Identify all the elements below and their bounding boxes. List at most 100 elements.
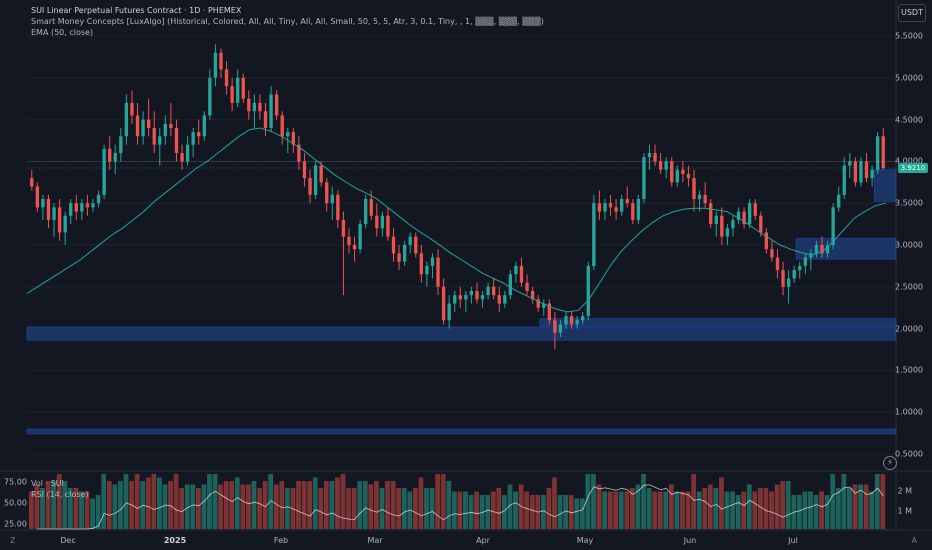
candle-body xyxy=(252,102,257,112)
volume-bar xyxy=(251,481,257,529)
candle-body xyxy=(41,199,45,208)
candle-body xyxy=(614,207,618,212)
volume-label[interactable]: Vol · SUI xyxy=(31,479,64,488)
volume-bar xyxy=(863,484,869,529)
candle-body xyxy=(670,161,674,183)
volume-bar xyxy=(374,481,379,529)
rsi-axis-label: 50.00 xyxy=(4,498,27,508)
candle-body xyxy=(653,153,657,162)
candle-body xyxy=(647,153,652,158)
volume-bar xyxy=(234,477,240,529)
indicator-label-smc[interactable]: Smart Money Concepts [LuxAlgo] (Historic… xyxy=(31,17,544,26)
chart-legend: SUI Linear Perpetual Futures Contract · … xyxy=(31,5,544,38)
indicator-label-ema[interactable]: EMA (50, close) xyxy=(31,28,94,37)
candle-body xyxy=(180,153,184,162)
candle-body xyxy=(191,132,195,145)
volume-bar xyxy=(73,488,79,529)
volume-bar xyxy=(156,477,162,529)
candle-body xyxy=(30,178,34,187)
candle-body xyxy=(169,123,173,128)
candle-body xyxy=(336,194,340,220)
candle-body xyxy=(425,265,429,275)
candle-body xyxy=(692,178,696,200)
price-axis-label: 3.0000 xyxy=(895,240,923,250)
volume-bar xyxy=(618,491,624,529)
volume-bar xyxy=(613,491,619,529)
candle-body xyxy=(141,119,145,137)
candle-body xyxy=(480,295,485,300)
volume-bar xyxy=(346,488,351,529)
volume-bar xyxy=(401,488,407,529)
volume-bar xyxy=(379,488,385,529)
price-axis-label: 5.0000 xyxy=(895,73,923,83)
candle-body xyxy=(52,207,56,220)
time-axis-label: Jun xyxy=(683,536,697,545)
lightning-icon[interactable]: ⚡ xyxy=(883,456,897,470)
candle-body xyxy=(419,253,423,275)
candle-body xyxy=(636,199,641,220)
candle-body xyxy=(837,194,841,208)
candle-body xyxy=(102,148,106,195)
candle-body xyxy=(631,203,635,220)
volume-bar xyxy=(229,481,235,529)
candle-body xyxy=(575,320,579,325)
candle-body xyxy=(675,169,679,183)
volume-bar xyxy=(596,484,602,529)
volume-bar xyxy=(635,484,641,529)
volume-bar xyxy=(852,484,858,529)
candle-body xyxy=(664,161,668,170)
volume-bar xyxy=(563,495,568,529)
candle-body xyxy=(135,115,140,137)
volume-bar xyxy=(440,474,446,529)
candle-body xyxy=(108,148,112,162)
candle-body xyxy=(113,153,117,162)
volume-bar xyxy=(79,491,84,529)
candle-body xyxy=(236,77,240,103)
volume-bar xyxy=(90,498,95,529)
volume-bar xyxy=(106,481,112,529)
candle-body xyxy=(703,194,707,204)
currency-button[interactable]: USDT xyxy=(898,4,926,22)
volume-bar xyxy=(145,477,151,529)
candle-body xyxy=(525,282,529,291)
volume-bar xyxy=(774,484,780,529)
volume-bar xyxy=(680,491,685,529)
volume-bar xyxy=(362,481,368,529)
candle-body xyxy=(798,265,802,271)
volume-bar xyxy=(101,474,107,529)
auto-scale-corner-label[interactable]: A xyxy=(911,536,917,545)
candle-body xyxy=(530,290,535,300)
volume-bar xyxy=(318,488,324,529)
candle-body xyxy=(875,136,880,170)
volume-bar xyxy=(685,491,691,529)
candle-body xyxy=(57,207,62,233)
zoom-corner-label[interactable]: Z xyxy=(10,536,16,545)
symbol-title[interactable]: SUI Linear Perpetual Futures Contract · … xyxy=(31,6,242,15)
volume-bar xyxy=(195,488,201,529)
price-axis-label: 4.0000 xyxy=(895,156,923,166)
rsi-label[interactable]: RSI (14, close) xyxy=(31,490,89,499)
volume-bar xyxy=(607,491,613,529)
volume-bar xyxy=(490,491,496,529)
candle-body xyxy=(297,144,301,162)
candle-body xyxy=(274,94,279,116)
candle-body xyxy=(258,102,262,112)
candle-body xyxy=(831,207,835,245)
candle-body xyxy=(542,303,546,308)
volume-bar xyxy=(496,488,502,529)
volume-bar xyxy=(780,481,786,529)
volume-bar xyxy=(785,481,791,529)
volume-bar xyxy=(273,484,279,529)
volume-bar xyxy=(246,484,251,529)
volume-bar xyxy=(602,491,607,529)
candle-body xyxy=(820,245,824,254)
volume-bar xyxy=(724,491,730,529)
volume-bar xyxy=(574,498,580,529)
volume-bar xyxy=(758,488,763,529)
volume-bar xyxy=(424,488,429,529)
candle-body xyxy=(859,161,863,183)
volume-bar xyxy=(140,481,146,529)
candle-body xyxy=(369,199,373,216)
volume-bar xyxy=(674,491,680,529)
